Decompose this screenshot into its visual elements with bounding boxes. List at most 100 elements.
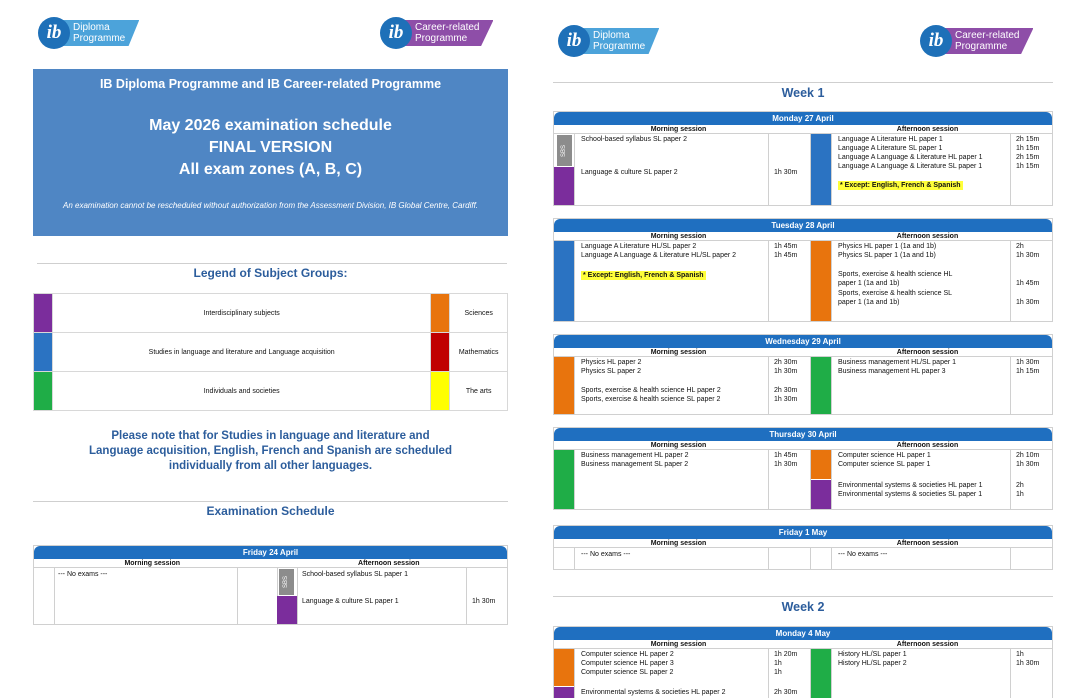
exam-subject: Sports, exercise & health science SL pap…	[581, 396, 721, 403]
legend-studies: Studies in language and literature and L…	[51, 332, 432, 372]
exam-subject: Computer science HL paper 1	[838, 452, 931, 459]
day-title: Monday 27 April	[554, 112, 1052, 125]
exam-duration: 2h 30m	[774, 387, 798, 394]
day-tue28: Tuesday 28 April Morning session Afternoo…	[553, 218, 1053, 322]
exam-duration: 1h 30m	[1016, 359, 1040, 366]
exception-note: * Except: English, French & Spanish	[838, 181, 963, 190]
sbs-tag: SBS	[557, 135, 572, 166]
exam-duration: 2h	[1016, 482, 1024, 489]
group-bar-interdisciplinary	[554, 687, 574, 698]
exam-duration: 2h	[1016, 243, 1024, 250]
exam-subject: Physics HL paper 1 (1a and 1b)	[838, 243, 937, 250]
group-bar-sciences	[554, 649, 574, 686]
exam-duration: 1h 30m	[774, 169, 798, 176]
legend-title: Legend of Subject Groups:	[193, 266, 348, 280]
day-thu30: Thursday 30 April Morning session Afterno…	[553, 427, 1053, 510]
exam-duration: 2h 15m	[1016, 154, 1040, 161]
exam-subject: paper 1 (1a and 1b)	[838, 280, 900, 287]
day-title: Tuesday 28 April	[554, 219, 1052, 232]
exam-subject: Computer science HL paper 3	[581, 660, 674, 667]
exam-subject: paper 1 (1a and 1b)	[838, 299, 900, 306]
exam-subject: Environmental systems & societies HL pap…	[581, 689, 726, 696]
legend-interdisciplinary: Interdisciplinary subjects	[51, 293, 432, 333]
exam-duration: 2h 10m	[1016, 452, 1040, 459]
swatch-language	[33, 332, 53, 372]
group-bar-individuals	[554, 450, 574, 509]
exam-duration: 2h 30m	[774, 359, 798, 366]
exam-duration: 1h 30m	[774, 461, 798, 468]
cp-logo: ib Career-related Programme	[920, 24, 1034, 58]
day-title: Wednesday 29 April	[554, 335, 1052, 348]
exam-duration: 1h 15m	[1016, 145, 1040, 152]
page-right: ib Diploma Programme ib Career-related Pro…	[540, 0, 1080, 698]
please-note: Please note that for Studies in language…	[89, 430, 452, 472]
exam-subject: Language A Language & Literature HL pape…	[838, 154, 983, 161]
dp-logo: ib Diploma Programme	[38, 16, 140, 50]
day-title: Friday 1 May	[554, 526, 1052, 539]
group-bar-sciences	[811, 241, 831, 321]
sbs-tag: SBS	[279, 569, 294, 595]
swatch-mathematics	[430, 332, 451, 372]
exam-subject: Language A Literature HL paper 1	[838, 136, 943, 143]
no-exams: --- No exams ---	[838, 551, 888, 558]
exam-subject: Language & culture SL paper 2	[581, 169, 678, 176]
group-bar-sciences	[554, 357, 574, 414]
exam-subject: Environmental systems & societies HL pap…	[838, 482, 983, 489]
exam-subject: School-based syllabus SL paper 2	[581, 136, 687, 143]
legend-individuals: Individuals and societies	[51, 371, 432, 411]
day-fri24: Friday 24 April Morning session Afternoon…	[33, 545, 508, 625]
title-banner: IB Diploma Programme and IB Career-relat…	[33, 69, 508, 236]
exam-duration: 1h	[774, 660, 782, 667]
banner-schedule-title: May 2026 examination schedule	[149, 117, 392, 134]
day-title: Thursday 30 April	[554, 428, 1052, 441]
no-exams: --- No exams ---	[58, 571, 108, 578]
exam-duration: 2h 15m	[1016, 136, 1040, 143]
swatch-sciences	[430, 293, 451, 333]
exam-subject: Language A Language & Literature HL/SL p…	[581, 252, 737, 259]
exam-subject: Language A Literature SL paper 1	[838, 145, 943, 152]
exam-duration: 1h	[774, 669, 782, 676]
exam-subject: School-based syllabus SL paper 1	[302, 571, 408, 578]
page-left: ib Diploma Programme ib Career-related Pro…	[33, 16, 508, 625]
exam-duration: 1h 20m	[774, 651, 798, 658]
exam-duration: 1h 30m	[774, 368, 798, 375]
day-fri1: Friday 1 May Morning session Afternoon se…	[553, 525, 1053, 570]
swatch-interdisciplinary	[33, 293, 53, 333]
exam-subject: Language & culture SL paper 1	[302, 598, 399, 605]
group-bar-individuals	[811, 357, 831, 414]
exam-duration: 1h 30m	[472, 598, 496, 605]
exam-subject: Business management HL paper 2	[581, 452, 689, 459]
exam-subject: Physics SL paper 2	[581, 368, 642, 375]
exam-subject: Sports, exercise & health science HL pap…	[581, 387, 721, 394]
exam-duration: 1h 30m	[1016, 461, 1040, 468]
exam-duration: 1h 30m	[1016, 660, 1040, 667]
legend-arts: The arts	[449, 371, 508, 411]
group-bar-individuals	[811, 649, 831, 698]
day-mon27: Monday 27 April Morning session Afternoon…	[553, 111, 1053, 206]
exception-note: * Except: English, French & Spanish	[581, 271, 706, 280]
exam-duration: 1h 45m	[774, 243, 798, 250]
exam-subject: Language A Language & Literature SL pape…	[838, 163, 983, 170]
exam-subject: Business management SL paper 2	[581, 461, 689, 468]
exam-duration: 1h 45m	[1016, 280, 1040, 287]
divider	[33, 501, 508, 502]
exam-subject: Physics HL paper 2	[581, 359, 642, 366]
swatch-arts	[430, 371, 451, 411]
group-bar-language	[554, 241, 574, 321]
day-mon4: Monday 4 May Morning session Afternoon se…	[553, 626, 1053, 698]
exam-subject: Business management HL/SL paper 1	[838, 359, 957, 366]
banner-exam-zones: All exam zones (A, B, C)	[178, 161, 363, 178]
banner-final-version: FINAL VERSION	[208, 139, 333, 156]
exam-duration: 1h 45m	[774, 252, 798, 259]
exam-duration: 1h 30m	[774, 396, 798, 403]
exam-subject: Physics SL paper 1 (1a and 1b)	[838, 252, 936, 259]
section-title: Examination Schedule	[206, 504, 335, 518]
exam-subject: Business management HL paper 3	[838, 368, 946, 375]
exam-duration: 1h 15m	[1016, 163, 1040, 170]
exam-duration: 1h 15m	[1016, 368, 1040, 375]
week-1-title: Week 1	[781, 86, 825, 100]
exam-duration: 1h 45m	[774, 452, 798, 459]
dp-logo: ib Diploma Programme	[558, 24, 660, 58]
day-wed29: Wednesday 29 April Morning session Aftern…	[553, 334, 1053, 415]
legend-mathematics: Mathematics	[449, 332, 508, 372]
